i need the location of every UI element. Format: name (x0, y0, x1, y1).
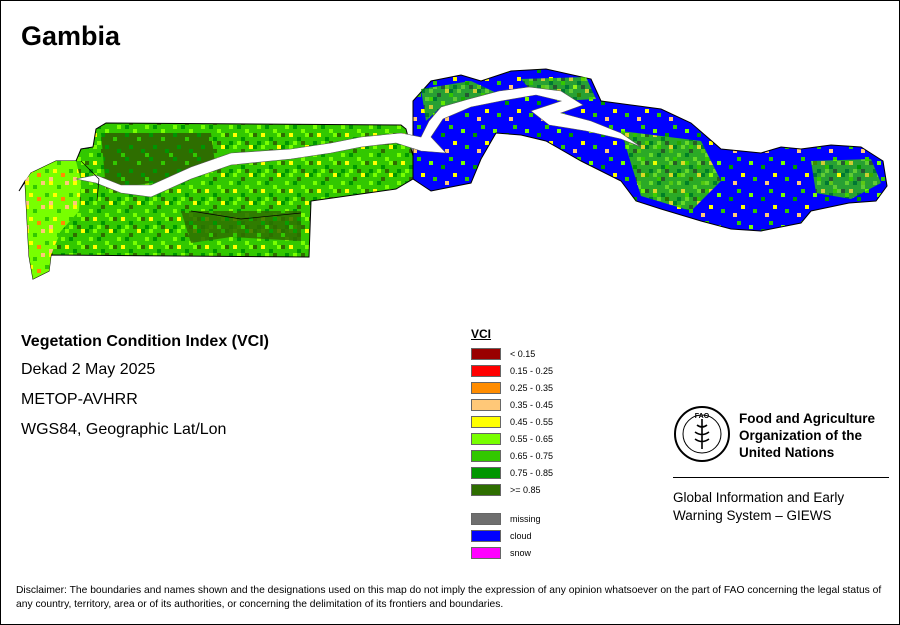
projection-label: WGS84, Geographic Lat/Lon (21, 421, 227, 438)
legend-title: VCI (471, 327, 492, 341)
legend-item: snow (471, 544, 553, 561)
gambia-river (75, 86, 642, 198)
legend-item: 0.75 - 0.85 (471, 464, 553, 481)
east-vegetation-patches-2 (811, 159, 881, 199)
legend-label: >= 0.85 (510, 484, 541, 495)
legend-swatch (471, 432, 501, 445)
sensor-label: METOP-AVHRR (21, 391, 138, 408)
fao-org-line: United Nations (739, 445, 835, 460)
legend-item: cloud (471, 527, 553, 544)
legend-label: missing (510, 513, 541, 524)
giews-line: Global Information and Early (673, 490, 845, 505)
legend-swatch (471, 529, 501, 542)
legend-swatch (471, 483, 501, 496)
legend-swatch (471, 415, 501, 428)
giews-line: Warning System – GIEWS (673, 508, 832, 523)
fao-org-line: Food and Agriculture (739, 411, 875, 426)
map-info: Vegetation Condition Index (VCI) Dekad 2… (21, 333, 269, 451)
legend-item: 0.55 - 0.65 (471, 430, 553, 447)
legend-label: 0.75 - 0.85 (510, 467, 554, 478)
legend-swatch (471, 381, 501, 394)
legend-classes: < 0.15 0.15 - 0.25 0.25 - 0.35 0.35 - 0.45 0… (471, 345, 553, 498)
east-vegetation-patches-4 (521, 77, 596, 101)
divider (673, 477, 889, 478)
legend-swatch (471, 546, 501, 559)
legend-swatch (471, 347, 501, 360)
legend-swatch (471, 512, 501, 525)
index-title: Vegetation Condition Index (VCI) (21, 333, 269, 350)
legend-item: 0.45 - 0.55 (471, 413, 553, 430)
legend-label: cloud (510, 530, 532, 541)
giews-name: Global Information and Early Warning Sys… (673, 489, 889, 525)
fao-logo-text: FAO (695, 413, 710, 420)
country-title: Gambia (21, 21, 121, 51)
vci-map-canvas (18, 68, 888, 280)
legend-item: 0.15 - 0.25 (471, 362, 553, 379)
fao-logo-icon: FAO (674, 406, 730, 462)
legend-label: < 0.15 (510, 348, 536, 359)
legend-item: 0.35 - 0.45 (471, 396, 553, 413)
fao-org-line: Organization of the (739, 428, 862, 443)
legend-item: missing (471, 510, 553, 527)
legend-swatch (471, 466, 501, 479)
legend-label: 0.45 - 0.55 (510, 416, 554, 427)
legend-label: snow (510, 547, 532, 558)
legend-item: < 0.15 (471, 345, 553, 362)
legend-special: missing cloud snow (471, 510, 553, 561)
admin-boundary (80, 160, 302, 220)
legend-swatch (471, 449, 501, 462)
period-label: Dekad 2 May 2025 (21, 361, 156, 378)
east-vegetation-patches (621, 131, 721, 211)
legend-item: 0.25 - 0.35 (471, 379, 553, 396)
disclaimer: Disclaimer: The boundaries and names sho… (16, 585, 882, 610)
vci-legend: VCI < 0.15 0.15 - 0.25 0.25 - 0.35 0.35 - 0… (471, 327, 553, 561)
legend-item: 0.65 - 0.75 (471, 447, 553, 464)
fao-org-name: Food and Agriculture Organization of the… (739, 410, 899, 461)
dense-vegetation-zone-south (181, 211, 301, 243)
legend-label: 0.65 - 0.75 (510, 450, 554, 461)
legend-swatch (471, 398, 501, 411)
vci-map (1, 61, 900, 301)
legend-swatch (471, 364, 501, 377)
legend-label: 0.15 - 0.25 (510, 365, 554, 376)
legend-label: 0.25 - 0.35 (510, 382, 554, 393)
legend-label: 0.35 - 0.45 (510, 399, 554, 410)
coastal-zone (25, 161, 81, 279)
legend-label: 0.55 - 0.65 (510, 433, 554, 444)
legend-item: >= 0.85 (471, 481, 553, 498)
